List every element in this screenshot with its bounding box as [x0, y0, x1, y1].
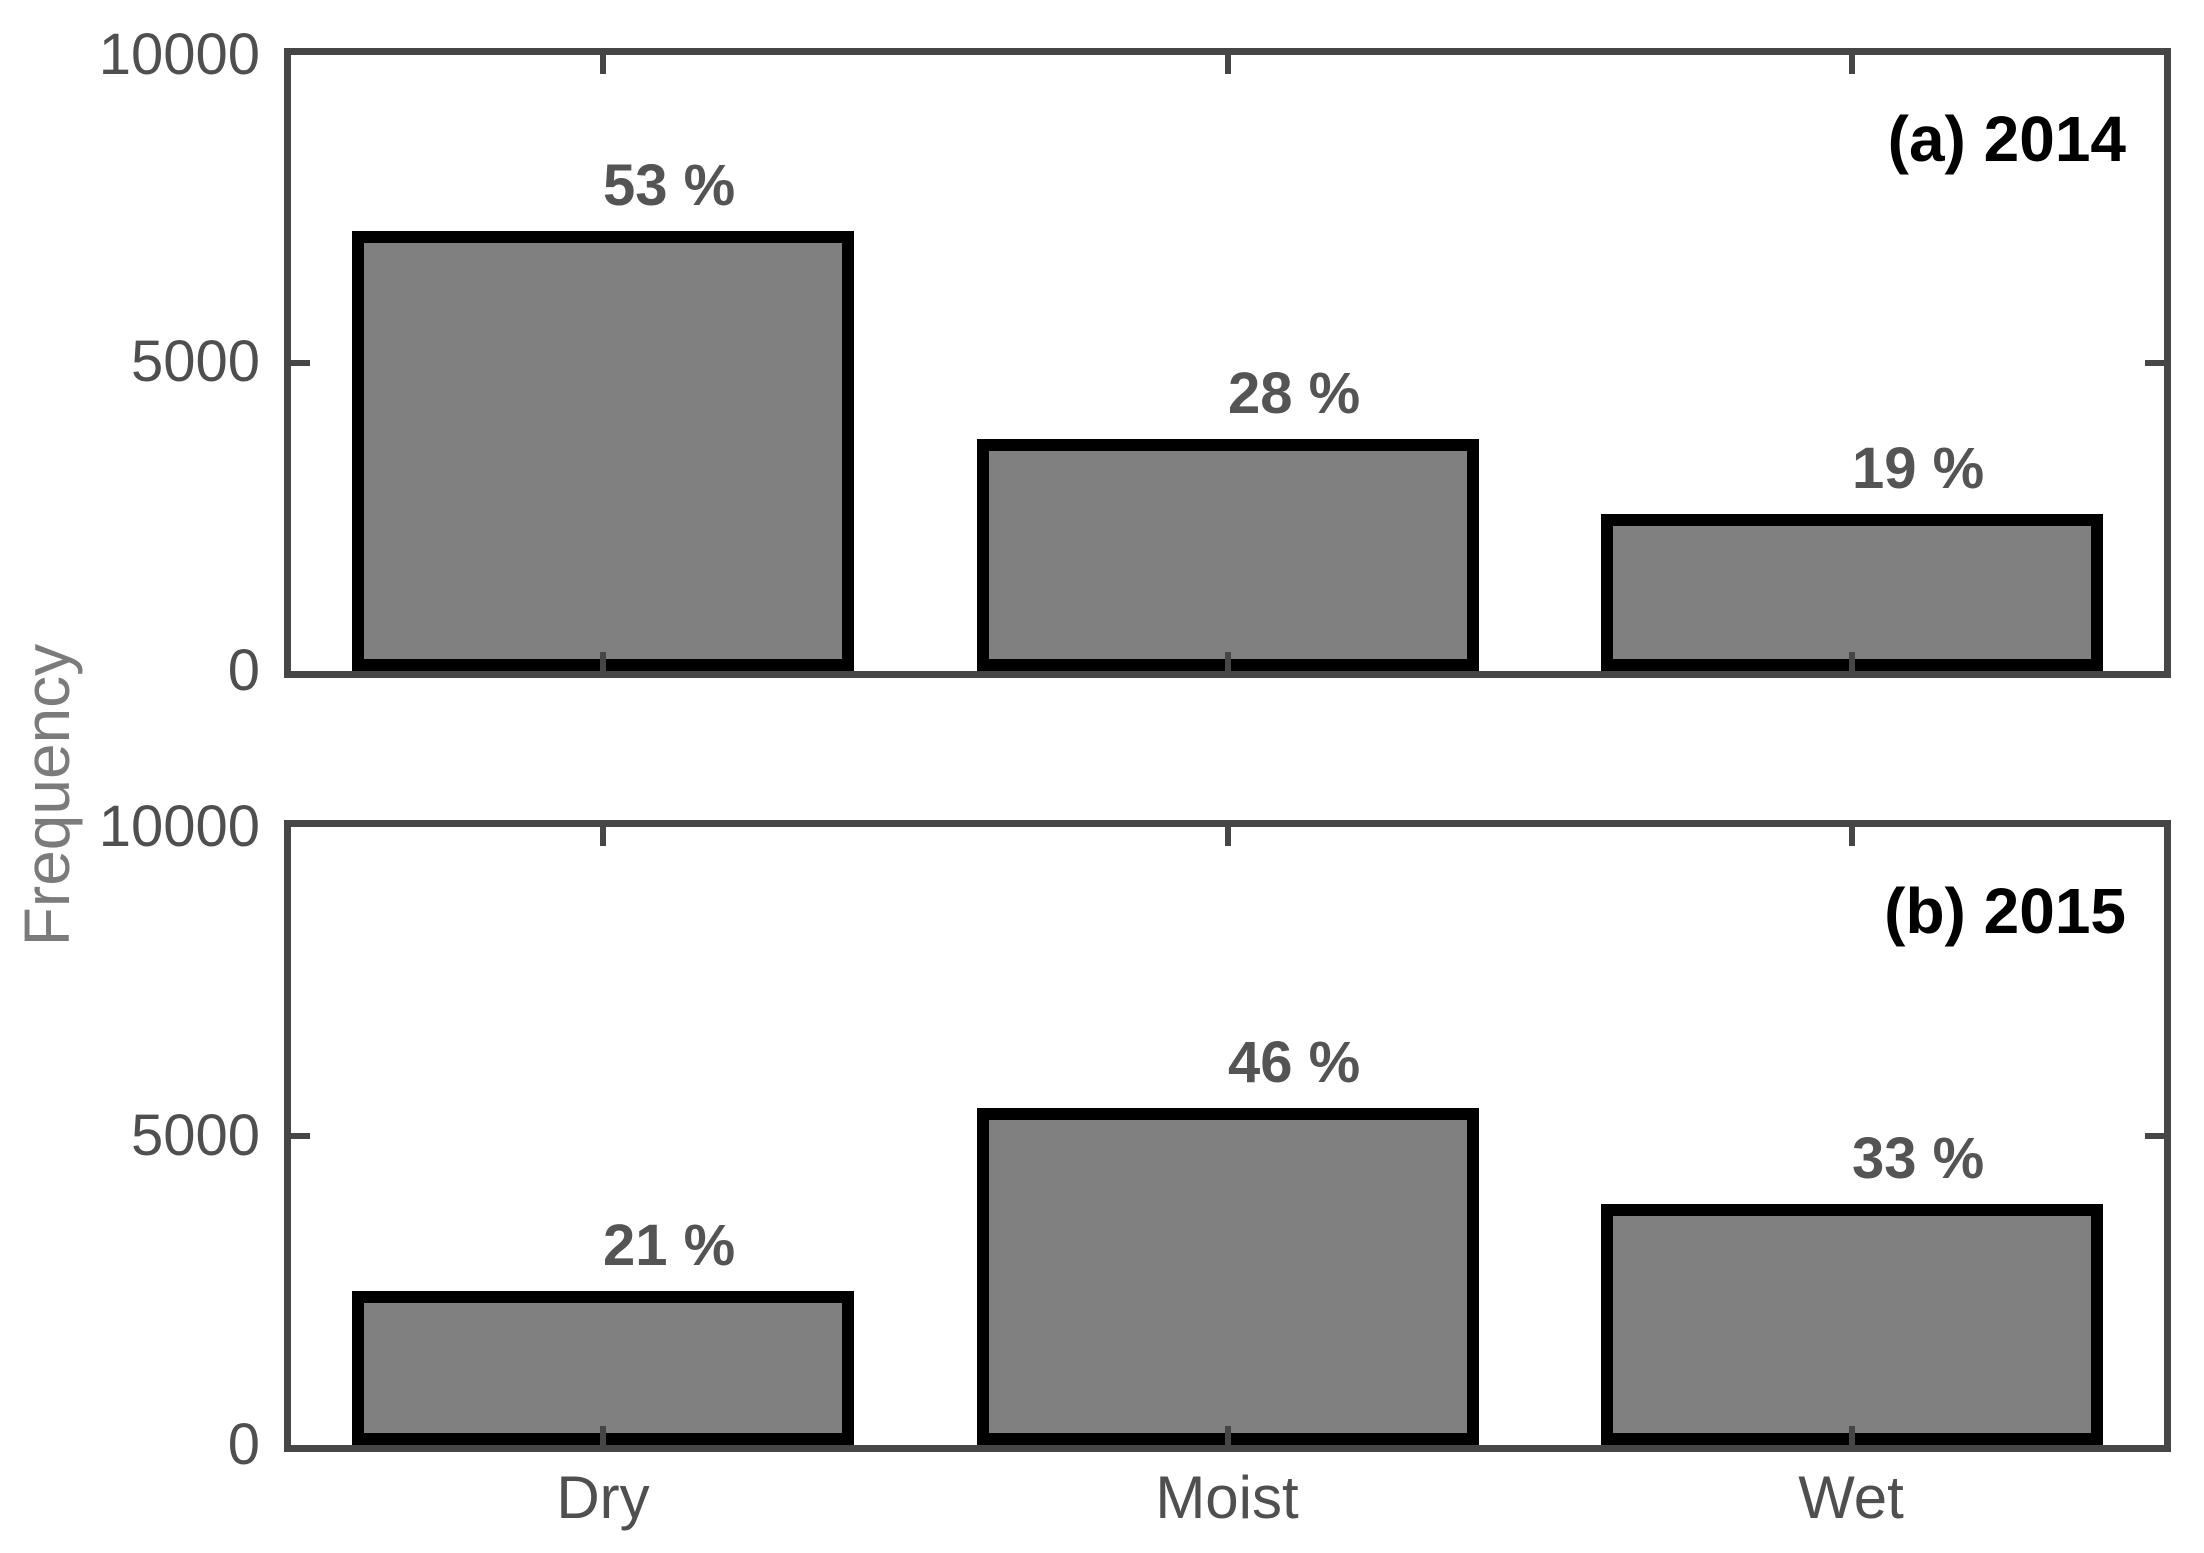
chart-b-plot-area: (b) 2015 21 % 46 % 33 % [284, 820, 2171, 1452]
top-axis-tick [1225, 55, 1231, 74]
bottom-axis-tick [1849, 652, 1855, 671]
chart-a-panel-label: (a) 2014 [1887, 103, 2126, 175]
left-axis-tick [291, 360, 310, 366]
ytick-label-b-5000: 5000 [130, 1103, 260, 1168]
top-axis-tick [1849, 55, 1855, 74]
bar-moist [977, 1108, 1479, 1445]
bar-moist [977, 439, 1479, 671]
top-axis-tick [600, 55, 606, 74]
bar-value-label-wet: 33 % [1852, 1126, 1985, 1191]
bar-value-label-moist: 28 % [1228, 361, 1361, 426]
top-axis-tick [600, 827, 606, 846]
right-axis-tick [2145, 360, 2164, 366]
bar-dry [352, 1291, 854, 1445]
bottom-axis-tick [1225, 1426, 1231, 1445]
bottom-axis-tick [1849, 1426, 1855, 1445]
bottom-axis-tick [1225, 652, 1231, 671]
bar-wet [1601, 514, 2103, 671]
chart-b-panel-label: (b) 2015 [1884, 875, 2126, 947]
ytick-label-a-5000: 5000 [130, 329, 260, 394]
bar-value-label-wet: 19 % [1852, 436, 1985, 501]
bar-wet [1601, 1204, 2103, 1445]
ytick-label-b-0: 0 [227, 1412, 260, 1477]
chart-a-plot-area: (a) 2014 53 % 28 % 19 % [284, 48, 2171, 678]
bottom-axis-tick [600, 1426, 606, 1445]
xtick-label-wet: Wet [1798, 1464, 1904, 1531]
bar-dry [352, 231, 854, 671]
bottom-axis-tick [600, 652, 606, 671]
right-axis-tick [2145, 1133, 2164, 1139]
ytick-label-a-10000: 10000 [98, 22, 260, 87]
bar-value-label-dry: 53 % [603, 153, 736, 218]
ytick-label-b-10000: 10000 [98, 794, 260, 859]
bar-value-label-moist: 46 % [1228, 1030, 1361, 1095]
left-axis-tick [291, 1133, 310, 1139]
ytick-label-a-0: 0 [227, 638, 260, 703]
top-axis-tick [1849, 827, 1855, 846]
xtick-label-dry: Dry [556, 1464, 650, 1531]
xtick-label-moist: Moist [1155, 1464, 1299, 1531]
bar-value-label-dry: 21 % [603, 1213, 736, 1278]
top-axis-tick [1225, 827, 1231, 846]
